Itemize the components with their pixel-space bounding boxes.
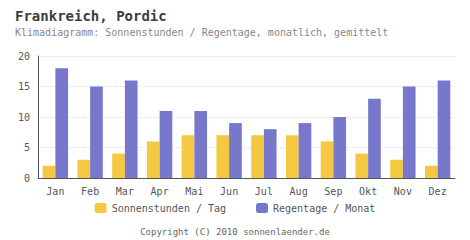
svg-text:Copyright (C) 2010 sonnenlaend: Copyright (C) 2010 sonnenlaender.de xyxy=(140,227,330,237)
svg-text:Mar: Mar xyxy=(116,186,134,197)
svg-text:20: 20 xyxy=(18,51,30,62)
svg-text:10: 10 xyxy=(18,112,30,123)
svg-text:Apr: Apr xyxy=(151,186,169,197)
svg-text:Jun: Jun xyxy=(220,186,238,197)
svg-text:Frankreich, Pordic: Frankreich, Pordic xyxy=(15,8,167,24)
svg-text:Okt: Okt xyxy=(359,186,377,197)
svg-text:Dez: Dez xyxy=(429,186,447,197)
svg-text:Jul: Jul xyxy=(255,186,273,197)
svg-text:Klimadiagramm: Sonnenstunden /: Klimadiagramm: Sonnenstunden / Regentage… xyxy=(15,27,388,38)
svg-text:Sep: Sep xyxy=(324,186,342,197)
svg-text:Nov: Nov xyxy=(394,186,412,197)
svg-text:15: 15 xyxy=(18,81,30,92)
svg-text:Sonnenstunden / Tag: Sonnenstunden / Tag xyxy=(112,203,226,214)
svg-text:Feb: Feb xyxy=(81,186,99,197)
svg-text:5: 5 xyxy=(24,142,30,153)
svg-text:Jan: Jan xyxy=(46,186,64,197)
svg-text:Aug: Aug xyxy=(290,186,308,197)
svg-text:Mai: Mai xyxy=(185,186,203,197)
svg-text:0: 0 xyxy=(24,173,30,184)
svg-text:Regentage / Monat: Regentage / Monat xyxy=(273,203,375,214)
